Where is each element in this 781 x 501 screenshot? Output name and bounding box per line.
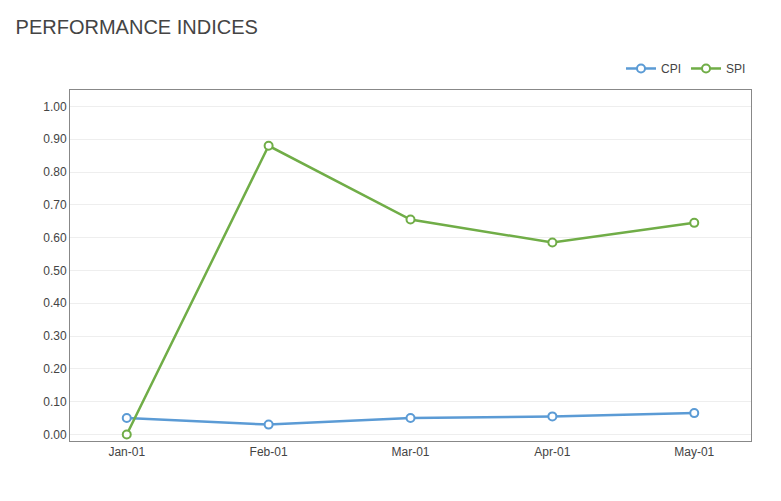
svg-text:0.50: 0.50	[43, 264, 67, 278]
svg-text:0.10: 0.10	[43, 395, 67, 409]
svg-text:Jan-01: Jan-01	[108, 445, 145, 459]
svg-text:May-01: May-01	[674, 445, 714, 459]
svg-text:0.30: 0.30	[43, 329, 67, 343]
svg-text:0.80: 0.80	[43, 165, 67, 179]
svg-text:Feb-01: Feb-01	[250, 445, 288, 459]
svg-text:0.60: 0.60	[43, 231, 67, 245]
svg-text:PERFORMANCE INDICES: PERFORMANCE INDICES	[16, 16, 258, 38]
svg-text:0.00: 0.00	[43, 428, 67, 442]
svg-text:0.40: 0.40	[43, 296, 67, 310]
svg-text:0.20: 0.20	[43, 362, 67, 376]
svg-text:0.90: 0.90	[43, 132, 67, 146]
svg-text:0.70: 0.70	[43, 198, 67, 212]
svg-text:Apr-01: Apr-01	[534, 445, 570, 459]
svg-text:CPI: CPI	[661, 62, 681, 76]
svg-text:1.00: 1.00	[43, 100, 67, 114]
svg-text:SPI: SPI	[726, 62, 745, 76]
svg-text:Mar-01: Mar-01	[391, 445, 429, 459]
